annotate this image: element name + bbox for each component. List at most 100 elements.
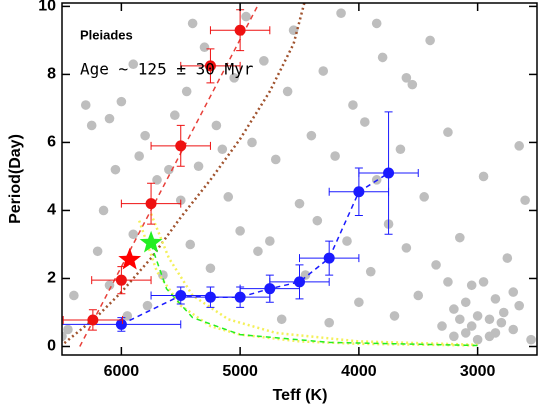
star-point (118, 247, 142, 270)
point (253, 246, 263, 257)
point (413, 290, 424, 301)
plot-area (62, 3, 536, 347)
point (443, 127, 453, 138)
y-tick-label: 6 (47, 134, 56, 151)
point (175, 140, 187, 152)
point (223, 192, 234, 202)
point (496, 317, 507, 328)
annotation: Pleiades (80, 27, 133, 42)
point (514, 141, 524, 151)
point (115, 318, 127, 330)
point (455, 232, 465, 243)
point (294, 276, 305, 288)
point (204, 60, 216, 72)
x-tick-label: 4000 (341, 363, 377, 380)
point (276, 314, 287, 325)
point (401, 73, 412, 83)
point (460, 297, 471, 308)
point (478, 171, 489, 182)
plot-frame (61, 2, 538, 356)
curve (79, 3, 260, 347)
point (472, 334, 483, 345)
curve (150, 244, 478, 347)
point (354, 297, 364, 308)
point (306, 130, 317, 141)
point (360, 117, 370, 127)
point (158, 270, 168, 280)
point (259, 56, 269, 66)
point (294, 198, 305, 209)
point (69, 290, 79, 301)
point (431, 260, 441, 270)
point (204, 291, 216, 303)
point (116, 96, 127, 107)
point (520, 195, 530, 206)
point (110, 164, 121, 175)
annotation: Age ~ 125 ± 30 Myr (80, 60, 254, 79)
point (342, 236, 352, 246)
point (122, 311, 133, 321)
x-axis-label: Teff (K) (273, 387, 328, 404)
point (80, 100, 91, 110)
point (300, 270, 311, 280)
point (395, 144, 406, 155)
point (264, 283, 276, 295)
point (134, 151, 144, 161)
point (140, 130, 150, 141)
point (312, 215, 323, 226)
point (336, 8, 346, 19)
point (145, 198, 157, 210)
point (142, 300, 153, 311)
point (199, 42, 210, 53)
point (164, 164, 174, 175)
point (170, 110, 180, 121)
point (508, 287, 519, 297)
point (323, 252, 335, 264)
point (498, 307, 509, 318)
point (104, 113, 115, 124)
curve (63, 3, 306, 345)
x-tick-label: 3000 (460, 363, 496, 380)
point (460, 328, 471, 338)
point (514, 300, 524, 311)
point (87, 314, 99, 326)
point (526, 334, 536, 345)
point (229, 73, 239, 83)
point (62, 331, 67, 342)
point (389, 311, 400, 321)
point (92, 246, 103, 257)
point (443, 277, 453, 287)
y-tick-label: 10 (38, 0, 56, 15)
point (401, 243, 412, 253)
point (270, 154, 281, 165)
point (383, 167, 395, 179)
curve (149, 213, 478, 347)
point (217, 144, 228, 155)
point (508, 324, 519, 335)
point (205, 263, 216, 274)
point (407, 79, 418, 90)
point (234, 24, 246, 36)
point (455, 314, 465, 325)
point (241, 11, 251, 22)
point (128, 59, 139, 70)
point (181, 86, 192, 97)
point (502, 253, 513, 263)
point (484, 314, 495, 325)
x-tick-label: 5000 (222, 363, 258, 380)
point (115, 274, 127, 286)
point (377, 52, 388, 63)
curve (138, 220, 478, 347)
y-tick-label: 8 (47, 66, 56, 83)
point (419, 192, 429, 202)
point (449, 304, 459, 314)
point (211, 120, 222, 131)
point (466, 280, 477, 291)
y-axis-label: Period(Day) (7, 134, 24, 224)
point (490, 294, 501, 304)
star-point (139, 230, 163, 253)
point (330, 151, 340, 161)
x-tick-label: 6000 (104, 363, 140, 380)
point (63, 324, 73, 335)
point (353, 186, 365, 198)
